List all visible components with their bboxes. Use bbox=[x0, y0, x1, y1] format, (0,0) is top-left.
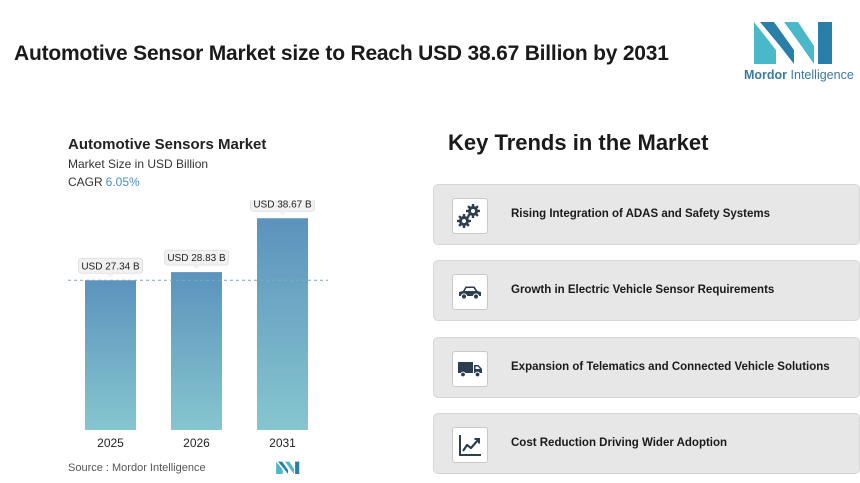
trend-icon-box bbox=[452, 274, 488, 310]
trend-label: Expansion of Telematics and Connected Ve… bbox=[511, 361, 830, 373]
chart-subtitle: Market Size in USD Billion bbox=[68, 157, 209, 171]
trend-icon-box bbox=[452, 427, 488, 463]
x-tick-label-2031: 2031 bbox=[269, 436, 296, 450]
truck-icon bbox=[458, 362, 482, 378]
trends-title: Key Trends in the Market bbox=[448, 130, 709, 155]
page-title: Automotive Sensor Market size to Reach U… bbox=[14, 42, 669, 65]
source-text: Source : Mordor Intelligence bbox=[68, 462, 206, 474]
bar-2031 bbox=[257, 218, 308, 430]
chart-title: Automotive Sensors Market bbox=[68, 136, 267, 153]
chart-cagr: CAGR 6.05% bbox=[68, 175, 140, 189]
x-tick-label-2026: 2026 bbox=[183, 436, 210, 450]
data-label-2031: USD 38.67 B bbox=[250, 200, 315, 216]
bar-2025 bbox=[85, 280, 136, 430]
trend-label: Growth in Electric Vehicle Sensor Requir… bbox=[511, 284, 775, 296]
svg-text:USD 27.34 B: USD 27.34 B bbox=[81, 261, 140, 272]
trend-card-ev: Growth in Electric Vehicle Sensor Requir… bbox=[433, 260, 860, 321]
trend-label: Cost Reduction Driving Wider Adoption bbox=[511, 437, 728, 449]
source-logo-icon bbox=[276, 461, 300, 474]
trend-card-telematics: Expansion of Telematics and Connected Ve… bbox=[433, 337, 860, 398]
bar-chart: USD 27.34 B 2025 USD 28.83 B 2026 USD 38.67 … bbox=[68, 200, 328, 450]
cagr-value: 6.05% bbox=[105, 175, 140, 189]
mordor-intelligence-logo-icon bbox=[754, 22, 832, 64]
trend-label: Rising Integration of ADAS and Safety Sy… bbox=[511, 208, 771, 220]
trend-icon-box bbox=[452, 198, 488, 234]
trend-card-cost: Cost Reduction Driving Wider Adoption bbox=[433, 413, 860, 474]
svg-text:USD 28.83 B: USD 28.83 B bbox=[167, 253, 226, 264]
line-chart-icon bbox=[459, 435, 481, 456]
trend-card-adas: Rising Integration of ADAS and Safety Sy… bbox=[433, 184, 860, 245]
bar-2026 bbox=[171, 272, 222, 430]
data-label-2025: USD 27.34 B bbox=[78, 257, 143, 278]
data-label-2026: USD 28.83 B bbox=[164, 249, 229, 270]
svg-text:USD 38.67 B: USD 38.67 B bbox=[253, 200, 312, 210]
x-tick-label-2025: 2025 bbox=[97, 436, 124, 450]
cagr-label: CAGR bbox=[68, 175, 103, 189]
brand-logo: Mordor Intelligence bbox=[744, 20, 854, 86]
car-icon bbox=[459, 286, 481, 300]
trend-icon-box bbox=[452, 351, 488, 387]
brand-name: Mordor Intelligence bbox=[744, 68, 854, 82]
gears-icon bbox=[457, 204, 480, 228]
